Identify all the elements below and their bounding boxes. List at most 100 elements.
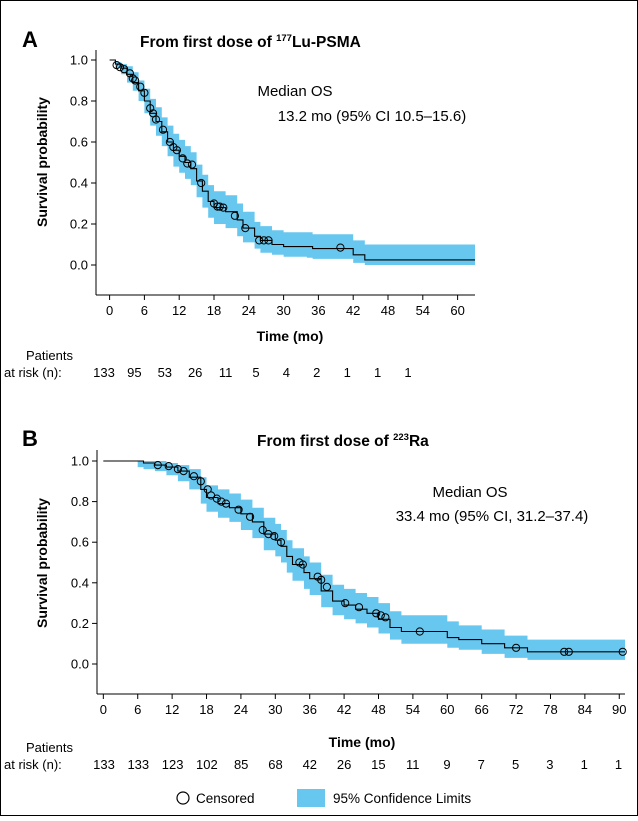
panel-b-censor-mark <box>564 647 573 656</box>
panel-a-censor-mark <box>259 236 268 245</box>
panel-b-at-risk-value: 11 <box>406 757 420 772</box>
panel-a-censor-mark <box>255 236 264 245</box>
panel-b-at-risk-value: 5 <box>512 757 519 772</box>
panel-b-x-tick-label: 90 <box>612 702 626 717</box>
panel-a-at-risk-value: 11 <box>219 365 233 380</box>
panel-b-x-tick-label: 78 <box>543 702 557 717</box>
panel-b-censor-mark <box>258 525 267 535</box>
panel-a-risk-label-line2: at risk (n): <box>4 365 62 380</box>
panel-b-censor-mark <box>203 485 212 494</box>
panel-b-censor-mark <box>298 560 307 569</box>
panel-b-x-tick-label: 6 <box>134 702 141 717</box>
panel-a-censor-mark <box>264 236 273 245</box>
panel-a-censor-mark <box>140 88 149 97</box>
panel-a-censor-mark <box>120 65 129 74</box>
panel-a-x-tick-label: 36 <box>311 303 325 318</box>
panel-b-y-tick-label: 1.0 <box>71 454 89 469</box>
panel-b-ci-band <box>103 461 626 660</box>
panel-b-at-risk-value: 133 <box>127 757 149 772</box>
panel-a-censor-mark <box>187 160 197 169</box>
legend-ci-swatch <box>297 789 325 807</box>
panel-a-y-tick-label: 0.8 <box>70 94 88 109</box>
panel-b-median-os-label: Median OS <box>432 484 507 501</box>
panel-a-x-axis-label: Time (mo) <box>257 328 324 344</box>
panel-b-x-tick-label: 36 <box>302 702 316 717</box>
panel-b-censor-mark <box>212 494 221 503</box>
panel-a-censor-mark <box>151 115 161 124</box>
panel-a-y-tick-label: 0.6 <box>70 135 88 150</box>
panel-b-censor-mark <box>415 627 424 636</box>
panel-b-censor-mark <box>512 643 521 652</box>
panel-a-y-tick-label: 0.4 <box>70 176 88 191</box>
panel-b-at-risk-value: 15 <box>371 757 385 772</box>
panel-a-x-tick-label: 42 <box>346 303 360 318</box>
panel-a-at-risk-value: 2 <box>313 365 320 380</box>
panel-b-censor-mark <box>264 530 273 539</box>
panel-a-title-isotope: 177 <box>276 33 292 44</box>
panel-b-x-axis-label: Time (mo) <box>329 734 396 750</box>
panel-b-at-risk-value: 7 <box>478 757 485 772</box>
panel-a-survival-curve <box>109 59 475 261</box>
panel-b-x-tick-label: 60 <box>440 702 454 717</box>
panel-a-censor-mark <box>115 63 125 72</box>
panel-a-censor-mark <box>158 125 168 134</box>
panel-a-censor-mark <box>241 224 250 233</box>
panel-a-censor-mark <box>215 202 224 211</box>
panel-b-censor-mark <box>354 603 364 612</box>
panel-b-x-tick-label: 42 <box>337 702 351 717</box>
panel-a-at-risk-row: 133 95 53 26 11 5 4 2 1 1 1 <box>93 365 411 380</box>
panel-b-title-isotope: 223 <box>393 432 409 443</box>
panel-a-x-tick-label: 54 <box>416 303 430 318</box>
panel-b-y-tick-label: 0.6 <box>71 535 89 550</box>
panel-b-risk-label-line1: Patients <box>26 740 73 755</box>
panel-b-y-tick-label: 0.4 <box>71 575 89 590</box>
panel-b-censor-mark <box>153 461 162 470</box>
panel-b-censor-mark <box>246 512 255 521</box>
panel-a-y-tick-label: 0.0 <box>70 258 88 273</box>
panel-a-title: From first dose of 177Lu-PSMA <box>140 33 361 51</box>
panel-b-y-tick-label: 0.8 <box>71 494 89 509</box>
panel-b-y-axis-label: Survival probability <box>34 498 50 628</box>
panel-b-x-tick-label: 30 <box>268 702 282 717</box>
panel-b-x-tick-label: 0 <box>100 702 107 717</box>
panel-a-censor-mark <box>128 74 137 83</box>
legend-censored-label: Censored <box>196 791 255 806</box>
panel-b-censor-mark <box>317 575 326 584</box>
panel-a-censor-mark <box>336 243 345 252</box>
panel-a-censor-mark <box>230 211 239 220</box>
legend-ci-label: 95% Confidence Limits <box>333 791 471 806</box>
panel-b-censor-mark <box>381 613 390 622</box>
panel-a-ci-band <box>109 60 475 265</box>
panel-b-letter: B <box>22 426 38 451</box>
panel-b-x-tick-label: 72 <box>509 702 523 717</box>
panel-b-censor-mark <box>173 465 182 474</box>
panel-a-censor-mark <box>213 202 222 211</box>
panel-a-x-tick-label: 0 <box>106 303 113 318</box>
panel-b-censor-mark <box>341 599 350 608</box>
panel-b-censor-mark <box>164 462 173 471</box>
panel-b-x-tick-label: 12 <box>165 702 179 717</box>
panel-a-at-risk-value: 4 <box>283 365 290 380</box>
panel-b-censor-mark <box>372 609 381 618</box>
panel-a-y-tick-label: 1.0 <box>70 53 88 68</box>
panel-a-censor-mark <box>219 203 228 212</box>
panel-a-x-tick-label: 60 <box>450 303 464 318</box>
panel-a-at-risk-value: 1 <box>374 365 381 380</box>
panel-a-censor-mark <box>197 178 206 188</box>
panel-b-y-tick-label: 0.0 <box>71 657 89 672</box>
panel-a-censor-mark <box>172 146 181 155</box>
panel-a-at-risk-value: 26 <box>188 365 202 380</box>
panel-a-censor-mark <box>178 154 187 163</box>
panel-b-at-risk-value: 1 <box>615 757 622 772</box>
panel-b-at-risk-value: 102 <box>196 757 218 772</box>
panel-a-letter: A <box>22 27 38 52</box>
panel-b-title-prefix: From first dose of <box>257 433 393 450</box>
panel-a-x-tick-label: 6 <box>141 303 148 318</box>
panel-a-x-tick-label: 48 <box>381 303 395 318</box>
panel-b-censor-mark <box>276 538 286 547</box>
panel-a-at-risk-value: 133 <box>93 365 115 380</box>
panel-b: B From first dose of 223Ra Survival prob… <box>4 426 627 772</box>
panel-b-risk-label-line2: at risk (n): <box>4 757 62 772</box>
panel-a-x-tick-label: 24 <box>242 303 256 318</box>
